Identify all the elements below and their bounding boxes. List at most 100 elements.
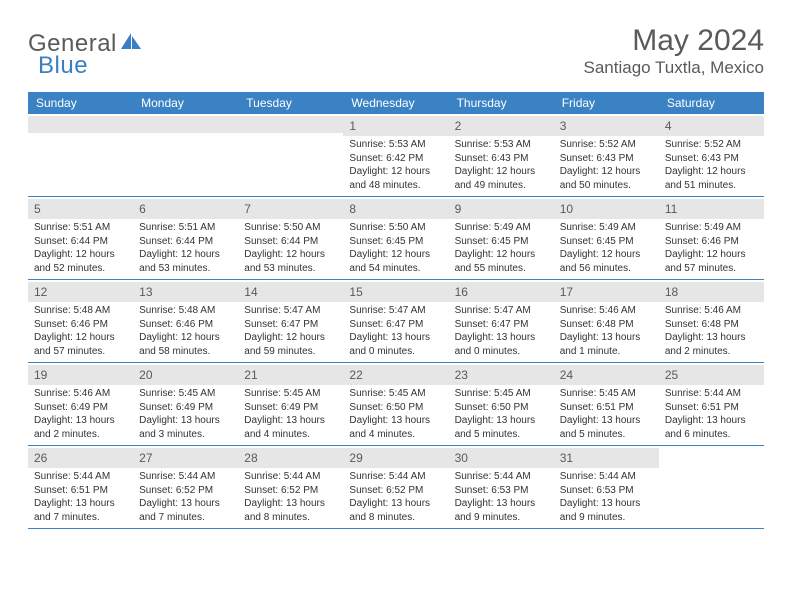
sunset-text: Sunset: 6:50 PM <box>455 401 548 415</box>
day-cell: 17Sunrise: 5:46 AMSunset: 6:48 PMDayligh… <box>554 280 659 362</box>
day-number-bar: 9 <box>449 199 554 219</box>
day-info: Sunrise: 5:47 AMSunset: 6:47 PMDaylight:… <box>455 304 548 358</box>
sunset-text: Sunset: 6:47 PM <box>244 318 337 332</box>
daylight-text: Daylight: 12 hours and 58 minutes. <box>139 331 232 358</box>
day-info: Sunrise: 5:49 AMSunset: 6:46 PMDaylight:… <box>665 221 758 275</box>
daylight-text: Daylight: 13 hours and 0 minutes. <box>349 331 442 358</box>
sunrise-text: Sunrise: 5:45 AM <box>244 387 337 401</box>
day-cell: 20Sunrise: 5:45 AMSunset: 6:49 PMDayligh… <box>133 363 238 445</box>
day-number: 26 <box>34 451 47 465</box>
sunset-text: Sunset: 6:46 PM <box>665 235 758 249</box>
day-info: Sunrise: 5:44 AMSunset: 6:52 PMDaylight:… <box>139 470 232 524</box>
weekday-monday: Monday <box>133 92 238 114</box>
weekday-header-row: SundayMondayTuesdayWednesdayThursdayFrid… <box>28 92 764 114</box>
daylight-text: Daylight: 12 hours and 56 minutes. <box>560 248 653 275</box>
day-number: 7 <box>244 202 251 216</box>
day-info: Sunrise: 5:52 AMSunset: 6:43 PMDaylight:… <box>665 138 758 192</box>
day-cell: 26 Sunrise: 5:44 AMSunset: 6:51 PMDayligh… <box>28 446 133 528</box>
day-info: Sunrise: 5:53 AMSunset: 6:43 PMDaylight:… <box>455 138 548 192</box>
daylight-text: Daylight: 13 hours and 7 minutes. <box>139 497 232 524</box>
daylight-text: Daylight: 12 hours and 49 minutes. <box>455 165 548 192</box>
day-number-bar: 17 <box>554 282 659 302</box>
day-cell: 28Sunrise: 5:44 AMSunset: 6:52 PMDayligh… <box>238 446 343 528</box>
day-number-bar: 5 <box>28 199 133 219</box>
day-info: Sunrise: 5:44 AMSunset: 6:52 PMDaylight:… <box>244 470 337 524</box>
sunset-text: Sunset: 6:43 PM <box>560 152 653 166</box>
day-info: Sunrise: 5:45 AMSunset: 6:50 PMDaylight:… <box>349 387 442 441</box>
day-number: 27 <box>139 451 152 465</box>
day-info: Sunrise: 5:51 AMSunset: 6:44 PMDaylight:… <box>139 221 232 275</box>
sunrise-text: Sunrise: 5:49 AM <box>455 221 548 235</box>
sunrise-text: Sunrise: 5:45 AM <box>455 387 548 401</box>
sunrise-text: Sunrise: 5:44 AM <box>34 470 127 484</box>
day-cell: 15Sunrise: 5:47 AMSunset: 6:47 PMDayligh… <box>343 280 448 362</box>
sunrise-text: Sunrise: 5:44 AM <box>455 470 548 484</box>
logo-blue-wrap: Blue <box>38 52 88 80</box>
day-cell: 22Sunrise: 5:45 AMSunset: 6:50 PMDayligh… <box>343 363 448 445</box>
daylight-text: Daylight: 13 hours and 3 minutes. <box>139 414 232 441</box>
day-number-bar: 2 <box>449 116 554 136</box>
sunset-text: Sunset: 6:53 PM <box>455 484 548 498</box>
day-number-bar: 8 <box>343 199 448 219</box>
day-number-bar: 20 <box>133 365 238 385</box>
day-number: 30 <box>455 451 468 465</box>
sunrise-text: Sunrise: 5:46 AM <box>665 304 758 318</box>
sunset-text: Sunset: 6:44 PM <box>34 235 127 249</box>
sunset-text: Sunset: 6:46 PM <box>139 318 232 332</box>
sunset-text: Sunset: 6:50 PM <box>349 401 442 415</box>
sunset-text: Sunset: 6:43 PM <box>455 152 548 166</box>
sunrise-text: Sunrise: 5:44 AM <box>560 470 653 484</box>
sunrise-text: Sunrise: 5:50 AM <box>244 221 337 235</box>
day-number-bar: 11 <box>659 199 764 219</box>
daylight-text: Daylight: 13 hours and 9 minutes. <box>560 497 653 524</box>
day-number-bar: 23 <box>449 365 554 385</box>
daylight-text: Daylight: 12 hours and 53 minutes. <box>139 248 232 275</box>
sunrise-text: Sunrise: 5:46 AM <box>34 387 127 401</box>
day-cell: 23Sunrise: 5:45 AMSunset: 6:50 PMDayligh… <box>449 363 554 445</box>
daylight-text: Daylight: 12 hours and 59 minutes. <box>244 331 337 358</box>
day-cell: 29Sunrise: 5:44 AMSunset: 6:52 PMDayligh… <box>343 446 448 528</box>
weekday-tuesday: Tuesday <box>238 92 343 114</box>
daylight-text: Daylight: 13 hours and 0 minutes. <box>455 331 548 358</box>
daylight-text: Daylight: 13 hours and 8 minutes. <box>349 497 442 524</box>
day-info: Sunrise: 5:48 AMSunset: 6:46 PMDaylight:… <box>34 304 127 358</box>
sunset-text: Sunset: 6:47 PM <box>349 318 442 332</box>
day-info: Sunrise: 5:53 AMSunset: 6:42 PMDaylight:… <box>349 138 442 192</box>
sunrise-text: Sunrise: 5:48 AM <box>34 304 127 318</box>
day-cell: 16 Sunrise: 5:47 AMSunset: 6:47 PMDayligh… <box>449 280 554 362</box>
day-cell: 19Sunrise: 5:46 AMSunset: 6:49 PMDayligh… <box>28 363 133 445</box>
sunset-text: Sunset: 6:42 PM <box>349 152 442 166</box>
day-info: Sunrise: 5:48 AMSunset: 6:46 PMDaylight:… <box>139 304 232 358</box>
weekday-wednesday: Wednesday <box>343 92 448 114</box>
day-cell: 7Sunrise: 5:50 AMSunset: 6:44 PMDaylight… <box>238 197 343 279</box>
day-info: Sunrise: 5:46 AMSunset: 6:49 PMDaylight:… <box>34 387 127 441</box>
day-info: Sunrise: 5:44 AMSunset: 6:51 PMDaylight:… <box>34 470 127 524</box>
sunrise-text: Sunrise: 5:53 AM <box>455 138 548 152</box>
sunrise-text: Sunrise: 5:52 AM <box>560 138 653 152</box>
empty-day-bar <box>133 116 238 133</box>
sunset-text: Sunset: 6:45 PM <box>455 235 548 249</box>
day-number-bar: 29 <box>343 448 448 468</box>
day-cell: 10Sunrise: 5:49 AMSunset: 6:45 PMDayligh… <box>554 197 659 279</box>
sunrise-text: Sunrise: 5:45 AM <box>139 387 232 401</box>
day-info: Sunrise: 5:47 AMSunset: 6:47 PMDaylight:… <box>349 304 442 358</box>
day-number-bar: 25 <box>659 365 764 385</box>
daylight-text: Daylight: 12 hours and 48 minutes. <box>349 165 442 192</box>
sunrise-text: Sunrise: 5:44 AM <box>349 470 442 484</box>
day-number-bar: 13 <box>133 282 238 302</box>
daylight-text: Daylight: 13 hours and 8 minutes. <box>244 497 337 524</box>
day-number-bar: 12 <box>28 282 133 302</box>
sunrise-text: Sunrise: 5:52 AM <box>665 138 758 152</box>
sunrise-text: Sunrise: 5:49 AM <box>560 221 653 235</box>
daylight-text: Daylight: 12 hours and 52 minutes. <box>34 248 127 275</box>
sunrise-text: Sunrise: 5:44 AM <box>665 387 758 401</box>
day-number-bar: 19 <box>28 365 133 385</box>
sunrise-text: Sunrise: 5:50 AM <box>349 221 442 235</box>
day-number: 16 <box>455 285 468 299</box>
day-number: 1 <box>349 119 356 133</box>
daylight-text: Daylight: 13 hours and 1 minute. <box>560 331 653 358</box>
day-info: Sunrise: 5:45 AMSunset: 6:49 PMDaylight:… <box>139 387 232 441</box>
day-number: 25 <box>665 368 678 382</box>
month-title: May 2024 <box>584 24 764 58</box>
weekday-sunday: Sunday <box>28 92 133 114</box>
